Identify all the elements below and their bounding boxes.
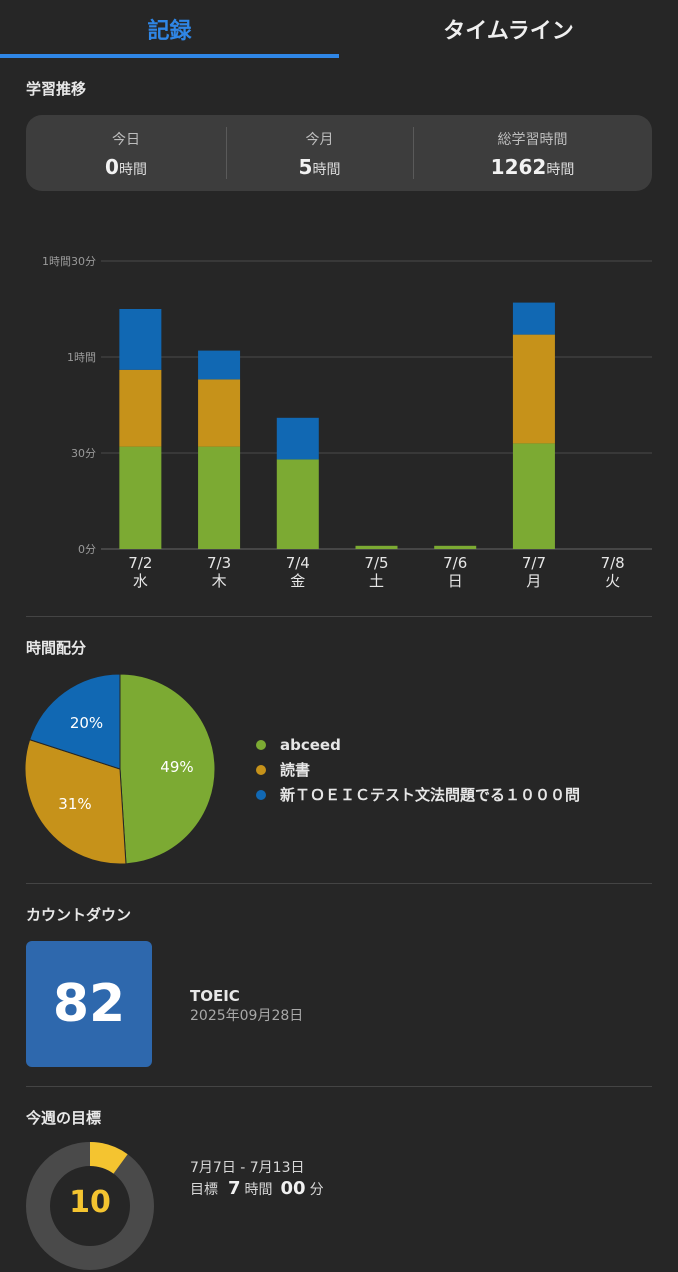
legend-dot-grammar bbox=[256, 789, 266, 800]
bar-segment-abceed bbox=[276, 459, 319, 549]
legend-item-grammar: 新ＴＯＥＩＣテスト文法問題でる１０００問 bbox=[256, 782, 580, 807]
pie-slice-label: 20% bbox=[70, 714, 103, 732]
x-tick-date: 7/5 bbox=[364, 554, 388, 572]
exam-name: TOEIC bbox=[190, 987, 240, 1005]
x-tick-date: 7/7 bbox=[522, 554, 546, 572]
summary-total-label: 総学習時間 bbox=[497, 132, 568, 148]
summary-month-value-row: 5時間 bbox=[226, 155, 413, 179]
weekly-goal-ring: 10 bbox=[26, 1142, 154, 1270]
goal-hours: 7 bbox=[228, 1178, 241, 1199]
pie-slice-label: 31% bbox=[58, 795, 91, 813]
countdown-title: カウントダウン bbox=[26, 906, 132, 924]
goal-minutes: 00 bbox=[280, 1178, 306, 1199]
summary-total-value: 1262 bbox=[490, 155, 547, 179]
legend-label: 読書 bbox=[280, 761, 311, 779]
weekly-goal-title: 今週の目標 bbox=[26, 1109, 102, 1127]
y-tick-label: 30分 bbox=[71, 447, 96, 460]
pie-slice-grammar bbox=[29, 673, 121, 770]
exam-date: 2025年09月28日 bbox=[190, 1008, 304, 1024]
bar-segment-grammar bbox=[119, 309, 162, 370]
pie-slice-reading bbox=[24, 739, 127, 865]
x-tick-weekday: 木 bbox=[212, 572, 227, 590]
bar-segment-abceed bbox=[434, 545, 477, 549]
section-divider bbox=[26, 1086, 652, 1087]
summary-today-value-row: 0時間 bbox=[26, 155, 226, 179]
summary-divider bbox=[226, 127, 227, 179]
bar-segment-reading bbox=[512, 334, 555, 444]
x-tick-date: 7/3 bbox=[207, 554, 231, 572]
summary-today-unit: 時間 bbox=[118, 162, 147, 178]
x-tick-date: 7/6 bbox=[443, 554, 467, 572]
pie-slice-label: 49% bbox=[160, 758, 193, 776]
summary-month-value: 5 bbox=[298, 155, 313, 179]
bar-segment-abceed bbox=[198, 446, 241, 549]
legend-item-reading: 読書 bbox=[256, 757, 580, 782]
time-distribution-pie: 49% 31% 20% bbox=[24, 673, 216, 865]
bar-segment-abceed bbox=[355, 545, 398, 549]
section-divider bbox=[26, 616, 652, 617]
y-tick-label: 1時間30分 bbox=[42, 255, 96, 268]
active-tab-indicator bbox=[0, 54, 339, 58]
goal-target-label: 目標 bbox=[190, 1182, 218, 1198]
x-tick-weekday: 水 bbox=[133, 572, 148, 590]
summary-total-value-row: 1262時間 bbox=[413, 155, 652, 179]
pie-legend: abceed 読書 新ＴＯＥＩＣテスト文法問題でる１０００問 bbox=[256, 732, 580, 807]
y-tick-label: 0分 bbox=[78, 543, 96, 556]
x-tick-weekday: 土 bbox=[369, 572, 384, 590]
summary-today-value: 0 bbox=[105, 155, 119, 179]
x-tick-date: 7/4 bbox=[286, 554, 310, 572]
countdown-card[interactable]: 82 bbox=[26, 941, 152, 1067]
section-divider bbox=[26, 883, 652, 884]
bar-segment-reading bbox=[119, 369, 162, 447]
bar-segment-reading bbox=[198, 379, 241, 447]
time-distribution-title: 時間配分 bbox=[26, 639, 87, 657]
legend-dot-reading bbox=[256, 764, 266, 775]
pie-slice-abceed bbox=[119, 673, 216, 865]
x-tick-date: 7/2 bbox=[128, 554, 152, 572]
bar-segment-abceed bbox=[119, 446, 162, 549]
x-tick-weekday: 金 bbox=[290, 572, 305, 590]
x-tick-weekday: 月 bbox=[526, 572, 541, 590]
summary-today-label: 今日 bbox=[112, 132, 140, 148]
tab-timeline[interactable]: タイムライン bbox=[443, 19, 574, 44]
x-tick-weekday: 火 bbox=[605, 572, 620, 590]
summary-month-label: 今月 bbox=[305, 132, 334, 148]
x-tick-weekday: 日 bbox=[448, 572, 463, 590]
goal-ring-value: 10 bbox=[69, 1185, 111, 1220]
legend-label: abceed bbox=[280, 735, 341, 754]
countdown-days: 82 bbox=[52, 974, 126, 1034]
tab-bar: 記録 タイムライン bbox=[0, 0, 678, 58]
goal-date-range: 7月7日 - 7月13日 bbox=[190, 1160, 305, 1176]
bar-segment-grammar bbox=[512, 302, 555, 335]
study-bar-chart: 0分 30分 1時間 1時間30分 7/2水 7/3木 7/4金 7/5土 7/6日 7/7月 7/… bbox=[42, 255, 652, 590]
summary-total-unit: 時間 bbox=[546, 162, 575, 178]
legend-label: 新ＴＯＥＩＣテスト文法問題でる１０００問 bbox=[280, 786, 581, 804]
summary-month: 今月 5時間 bbox=[226, 115, 413, 191]
bar-segment-abceed bbox=[512, 443, 555, 549]
legend-item-abceed: abceed bbox=[256, 732, 580, 757]
summary-divider bbox=[413, 127, 414, 179]
x-tick-date: 7/8 bbox=[601, 554, 625, 572]
tab-record[interactable]: 記録 bbox=[147, 19, 192, 44]
bar-segment-grammar bbox=[276, 417, 319, 460]
summary-today: 今日 0時間 bbox=[26, 115, 226, 191]
study-summary-card: 今日 0時間 今月 5時間 総学習時間 1262時間 bbox=[26, 115, 652, 191]
goal-hours-unit: 時間 bbox=[244, 1182, 273, 1198]
bar-segment-grammar bbox=[198, 350, 241, 380]
study-trend-title: 学習推移 bbox=[26, 80, 87, 98]
legend-dot-abceed bbox=[256, 739, 266, 750]
goal-target: 目標 7 時間 00 分 bbox=[190, 1178, 324, 1199]
summary-total: 総学習時間 1262時間 bbox=[413, 115, 652, 191]
goal-ring-progress bbox=[26, 1142, 154, 1270]
goal-minutes-unit: 分 bbox=[309, 1182, 324, 1198]
y-tick-label: 1時間 bbox=[67, 351, 96, 364]
summary-month-unit: 時間 bbox=[312, 162, 341, 178]
